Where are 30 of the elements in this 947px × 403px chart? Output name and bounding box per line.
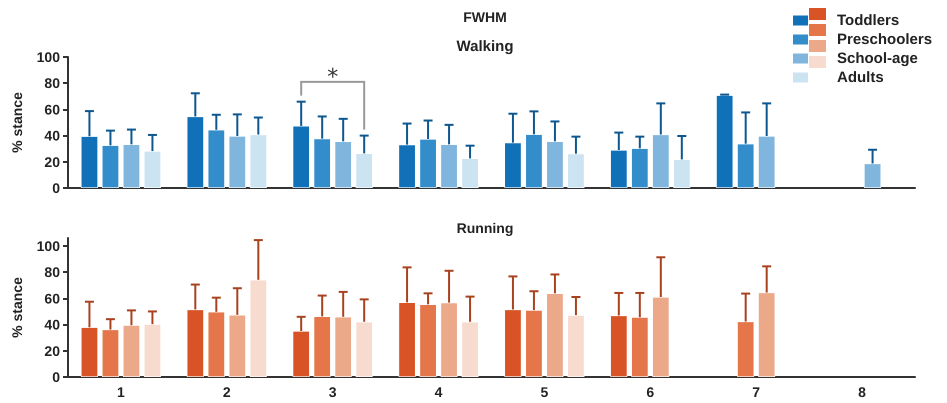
y-tick-label: 40 (44, 128, 60, 144)
x-tick-label: 1 (117, 384, 126, 400)
x-tick-label: 3 (328, 384, 337, 400)
y-tick-label: 60 (44, 101, 60, 118)
y-tick-label: 100 (36, 49, 60, 65)
x-tick-label: 2 (222, 384, 231, 400)
annotation: * (327, 64, 338, 90)
x-tick-label: 6 (646, 384, 654, 400)
y-tick-label: 20 (44, 342, 60, 359)
x-tick-label: 5 (540, 384, 549, 400)
y-axis-title: % stance (9, 276, 25, 338)
legend-label: Adults (837, 69, 884, 86)
y-tick-label: 0 (52, 369, 60, 385)
legend-label: Preschoolers (837, 31, 932, 48)
y-tick-label: 0 (52, 180, 60, 196)
chart-title: FWHM (463, 9, 507, 25)
x-tick-label: 4 (434, 384, 443, 400)
y-tick-label: 100 (36, 238, 60, 254)
x-tick-label: 8 (858, 384, 866, 400)
chart-subtitle: Walking (456, 38, 514, 55)
y-tick-label: 80 (44, 75, 60, 92)
legend-label: Toddlers (837, 12, 900, 29)
legend-label: School-age (837, 50, 918, 67)
y-tick-label: 40 (44, 316, 60, 333)
y-tick-label: 60 (44, 290, 60, 306)
y-axis-title: % stance (9, 92, 25, 153)
y-tick-label: 80 (44, 264, 60, 280)
chart-title: Running (456, 220, 514, 236)
y-tick-label: 20 (44, 154, 60, 170)
x-tick-label: 7 (752, 384, 760, 400)
